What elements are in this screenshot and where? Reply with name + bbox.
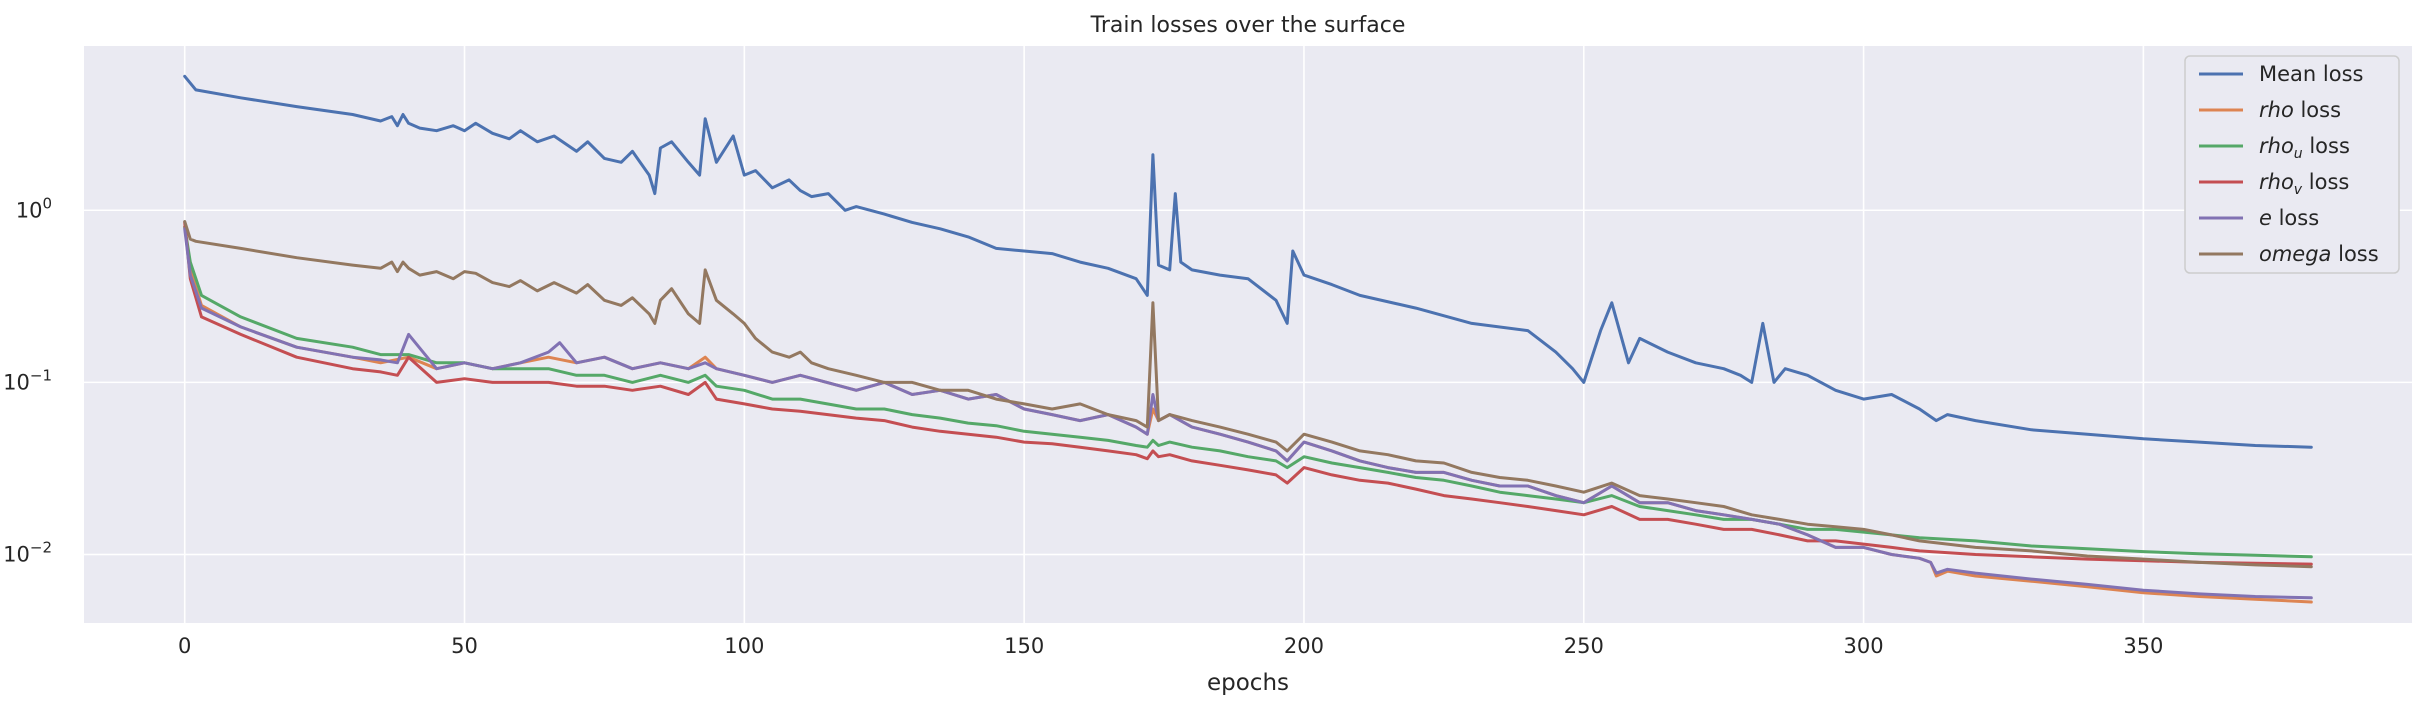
- x-tick-label: 300: [1844, 634, 1884, 658]
- y-tick-label: 10−2: [3, 539, 52, 567]
- legend-label-omega-loss: omega loss: [2259, 242, 2379, 266]
- y-axis-ticks: 10−2 10−1 100: [3, 194, 52, 566]
- legend-label-mean-loss: Mean loss: [2259, 62, 2363, 86]
- x-axis-label: epochs: [1207, 670, 1289, 696]
- y-tick-label: 10−1: [3, 366, 52, 394]
- legend: Mean loss rho loss rhou loss rhov loss e los…: [2184, 55, 2400, 274]
- series-line-mean-loss: [183, 74, 2313, 449]
- x-tick-label: 150: [1004, 634, 1044, 658]
- x-tick-label: 50: [451, 634, 478, 658]
- x-tick-label: 350: [2123, 634, 2163, 658]
- x-axis-ticks: 0 50 100 150 200 250 300 350: [178, 634, 2163, 658]
- x-tick-label: 200: [1284, 634, 1324, 658]
- plot-area: [84, 46, 2412, 623]
- series-line-omega-loss: [183, 220, 2313, 569]
- x-tick-label: 100: [724, 634, 764, 658]
- series-layer: [183, 74, 2313, 604]
- y-tick-label: 100: [16, 194, 52, 222]
- series-line-rho-v-loss: [183, 220, 2313, 566]
- legend-label-e-loss: e loss: [2259, 206, 2319, 230]
- legend-label-rho-u-loss: rhou loss: [2259, 134, 2350, 162]
- chart-title: Train losses over the surface: [1090, 13, 1406, 38]
- x-tick-label: 250: [1564, 634, 1604, 658]
- legend-box: [2184, 55, 2400, 274]
- legend-label-rho-loss: rho loss: [2259, 98, 2341, 122]
- grid-lines: [84, 46, 2412, 623]
- x-tick-label: 0: [178, 634, 191, 658]
- legend-label-rho-v-loss: rhov loss: [2259, 170, 2349, 198]
